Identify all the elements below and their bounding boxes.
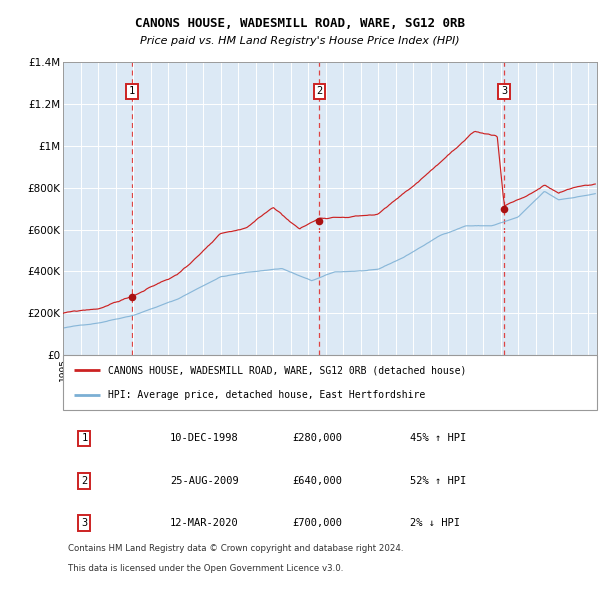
Text: This data is licensed under the Open Government Licence v3.0.: This data is licensed under the Open Gov…	[68, 564, 344, 573]
Text: 3: 3	[501, 86, 508, 96]
Text: 25-AUG-2009: 25-AUG-2009	[170, 476, 239, 486]
Text: 1: 1	[81, 434, 88, 444]
Text: £640,000: £640,000	[293, 476, 343, 486]
Text: 3: 3	[81, 518, 88, 528]
Text: Contains HM Land Registry data © Crown copyright and database right 2024.: Contains HM Land Registry data © Crown c…	[68, 544, 404, 553]
Text: 1: 1	[129, 86, 135, 96]
Text: 10-DEC-1998: 10-DEC-1998	[170, 434, 239, 444]
Text: £700,000: £700,000	[293, 518, 343, 528]
Text: £280,000: £280,000	[293, 434, 343, 444]
Text: 2: 2	[316, 86, 323, 96]
Text: 2% ↓ HPI: 2% ↓ HPI	[410, 518, 460, 528]
Text: 2: 2	[81, 476, 88, 486]
Text: 45% ↑ HPI: 45% ↑ HPI	[410, 434, 466, 444]
Text: CANONS HOUSE, WADESMILL ROAD, WARE, SG12 0RB (detached house): CANONS HOUSE, WADESMILL ROAD, WARE, SG12…	[109, 365, 467, 375]
Text: 12-MAR-2020: 12-MAR-2020	[170, 518, 239, 528]
Text: HPI: Average price, detached house, East Hertfordshire: HPI: Average price, detached house, East…	[109, 391, 425, 401]
Text: Price paid vs. HM Land Registry's House Price Index (HPI): Price paid vs. HM Land Registry's House …	[140, 37, 460, 46]
Text: 52% ↑ HPI: 52% ↑ HPI	[410, 476, 466, 486]
FancyBboxPatch shape	[63, 355, 597, 410]
Text: CANONS HOUSE, WADESMILL ROAD, WARE, SG12 0RB: CANONS HOUSE, WADESMILL ROAD, WARE, SG12…	[135, 17, 465, 30]
